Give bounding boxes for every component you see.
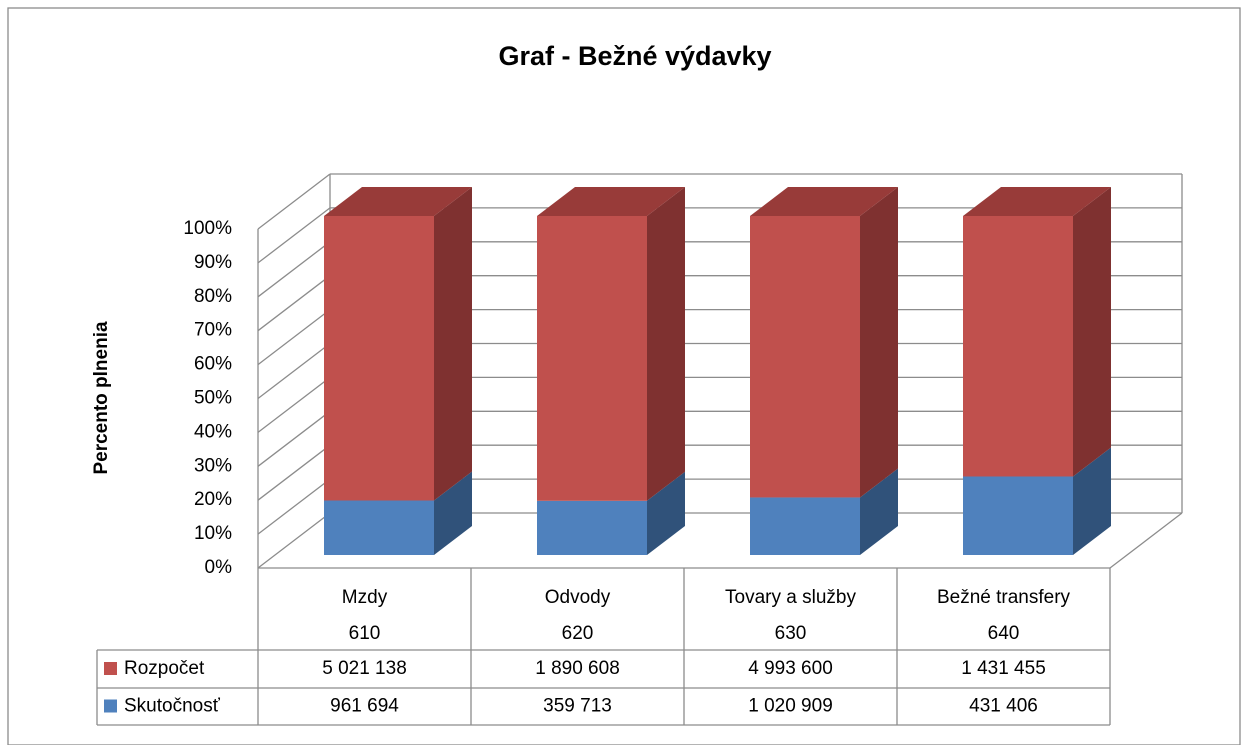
bar-front <box>324 216 434 501</box>
floor-right-edge <box>1109 512 1183 569</box>
grid-line <box>257 309 331 366</box>
y-tick-label: 70% <box>194 320 232 341</box>
grid-line <box>257 173 331 230</box>
y-tick-label: 100% <box>183 218 232 239</box>
legend-swatch <box>104 662 117 675</box>
y-tick-label: 0% <box>205 557 233 578</box>
bar-side <box>434 187 472 501</box>
grid-line <box>257 207 331 264</box>
bar-top <box>750 187 898 216</box>
chart-title: Graf - Bežné výdavky <box>498 41 771 71</box>
bar-top <box>324 187 472 216</box>
bar-front <box>750 216 860 498</box>
bar-side <box>434 471 472 555</box>
table-value: 1 431 455 <box>961 658 1046 679</box>
x-tick-label: Mzdy <box>342 587 388 608</box>
category-code: 640 <box>988 623 1020 644</box>
bar-top <box>963 187 1111 216</box>
x-tick-label: Bežné transfery <box>937 587 1071 608</box>
y-tick-label: 40% <box>194 421 232 442</box>
bar-front <box>537 500 647 555</box>
grid-line <box>257 512 331 569</box>
legend-label: Skutočnosť <box>124 696 221 717</box>
category-code: 620 <box>562 623 594 644</box>
bar-side <box>1073 447 1111 555</box>
table-value: 4 993 600 <box>748 658 833 679</box>
grid-line <box>257 275 331 332</box>
bar-side <box>647 471 685 555</box>
table-value: 431 406 <box>969 696 1038 717</box>
grid-line <box>257 410 331 467</box>
bar-front <box>324 500 434 555</box>
grid-line <box>257 342 331 400</box>
category-code: 630 <box>775 623 807 644</box>
bar-top <box>537 187 685 216</box>
grid-line <box>257 444 331 501</box>
table-value: 5 021 138 <box>322 658 407 679</box>
y-tick-label: 50% <box>194 388 232 409</box>
bar-side <box>1073 187 1111 477</box>
table-value: 961 694 <box>330 696 399 717</box>
y-axis-title: Percento plnenia <box>91 321 112 475</box>
x-tick-label: Tovary a služby <box>725 587 856 608</box>
table-value: 1 890 608 <box>535 658 620 679</box>
y-tick-label: 90% <box>194 252 232 273</box>
y-tick-label: 20% <box>194 489 232 510</box>
legend-label: Rozpočet <box>124 658 205 679</box>
bar-front <box>963 216 1073 477</box>
y-tick-label: 60% <box>194 354 232 375</box>
bar-front <box>963 476 1073 555</box>
x-tick-label: Odvody <box>545 587 611 608</box>
legend-swatch <box>104 699 117 713</box>
bar-side <box>647 187 685 501</box>
y-tick-label: 30% <box>194 455 232 476</box>
table-value: 1 020 909 <box>748 696 833 717</box>
category-code: 610 <box>349 623 381 644</box>
bar-front <box>750 497 860 555</box>
y-tick-label: 80% <box>194 286 232 307</box>
table-value: 359 713 <box>543 696 612 717</box>
grid-line <box>257 241 331 298</box>
bar-side <box>860 187 898 498</box>
bar-side <box>860 468 898 555</box>
y-tick-label: 10% <box>194 523 232 544</box>
bar-front <box>537 216 647 501</box>
grid-line <box>257 478 331 535</box>
grid-line <box>257 376 331 433</box>
